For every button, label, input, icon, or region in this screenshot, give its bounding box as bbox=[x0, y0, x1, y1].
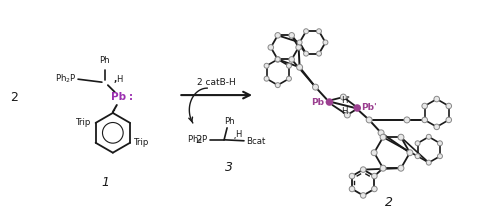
Circle shape bbox=[434, 96, 440, 102]
Circle shape bbox=[289, 57, 294, 62]
Text: Trip: Trip bbox=[76, 118, 92, 127]
Text: Bcat: Bcat bbox=[246, 137, 265, 146]
Text: 2 catB-H: 2 catB-H bbox=[197, 78, 236, 87]
Circle shape bbox=[323, 40, 328, 45]
Circle shape bbox=[415, 141, 420, 146]
Circle shape bbox=[303, 29, 309, 34]
Circle shape bbox=[275, 57, 280, 62]
Circle shape bbox=[422, 117, 428, 123]
Circle shape bbox=[316, 29, 322, 34]
Circle shape bbox=[437, 154, 443, 159]
Text: Ph$_2$P: Ph$_2$P bbox=[55, 73, 77, 85]
Circle shape bbox=[398, 165, 404, 171]
Text: 3: 3 bbox=[225, 161, 233, 174]
Text: Ph: Ph bbox=[99, 56, 110, 65]
Circle shape bbox=[325, 98, 333, 106]
Circle shape bbox=[422, 103, 428, 109]
Text: H: H bbox=[341, 107, 348, 116]
Circle shape bbox=[404, 117, 410, 123]
Circle shape bbox=[372, 173, 377, 179]
Circle shape bbox=[312, 84, 319, 90]
Circle shape bbox=[446, 117, 452, 123]
Text: 2: 2 bbox=[11, 91, 18, 104]
Text: Pb: Pb bbox=[111, 92, 126, 102]
Circle shape bbox=[380, 165, 386, 171]
Text: 2: 2 bbox=[195, 135, 202, 145]
Circle shape bbox=[372, 186, 377, 192]
Circle shape bbox=[398, 134, 404, 140]
Circle shape bbox=[289, 32, 294, 38]
Text: Pb: Pb bbox=[312, 98, 324, 107]
Circle shape bbox=[434, 124, 440, 130]
Circle shape bbox=[380, 134, 386, 140]
Circle shape bbox=[426, 134, 431, 139]
Circle shape bbox=[297, 40, 302, 45]
Text: 1: 1 bbox=[102, 176, 110, 189]
Circle shape bbox=[344, 112, 350, 118]
Circle shape bbox=[268, 45, 274, 50]
Circle shape bbox=[437, 141, 443, 146]
Circle shape bbox=[349, 173, 355, 179]
Circle shape bbox=[371, 150, 377, 156]
Circle shape bbox=[426, 160, 431, 165]
Circle shape bbox=[378, 130, 384, 136]
Circle shape bbox=[275, 83, 280, 88]
Circle shape bbox=[407, 150, 413, 156]
Circle shape bbox=[264, 63, 269, 68]
Circle shape bbox=[275, 32, 280, 38]
Text: Ph: Ph bbox=[224, 117, 234, 126]
Circle shape bbox=[360, 193, 366, 198]
Circle shape bbox=[316, 51, 322, 56]
Circle shape bbox=[446, 103, 452, 109]
Circle shape bbox=[287, 63, 291, 68]
Circle shape bbox=[366, 117, 372, 123]
Circle shape bbox=[415, 154, 420, 159]
Text: Ph$_2$P: Ph$_2$P bbox=[188, 134, 209, 146]
Text: Pb': Pb' bbox=[361, 103, 377, 112]
Circle shape bbox=[275, 57, 280, 62]
Text: $_\mathbf{,}$H: $_\mathbf{,}$H bbox=[233, 128, 243, 142]
Circle shape bbox=[349, 186, 355, 192]
Text: :: : bbox=[129, 92, 133, 102]
Circle shape bbox=[353, 104, 361, 112]
Circle shape bbox=[296, 45, 301, 50]
Circle shape bbox=[340, 94, 346, 100]
Text: Trip: Trip bbox=[134, 138, 149, 147]
Text: 2: 2 bbox=[385, 196, 393, 209]
Circle shape bbox=[264, 76, 269, 81]
Circle shape bbox=[287, 76, 291, 81]
Circle shape bbox=[297, 64, 302, 70]
Text: H': H' bbox=[341, 96, 350, 105]
Circle shape bbox=[360, 167, 366, 172]
Circle shape bbox=[303, 51, 309, 56]
Text: $\mathbf{,}$H: $\mathbf{,}$H bbox=[113, 73, 123, 85]
